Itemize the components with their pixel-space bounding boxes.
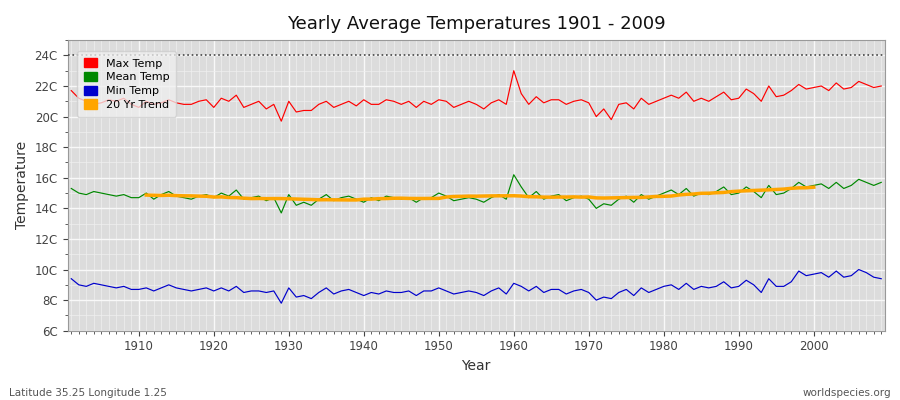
Legend: Max Temp, Mean Temp, Min Temp, 20 Yr Trend: Max Temp, Mean Temp, Min Temp, 20 Yr Tre… [77, 52, 176, 116]
X-axis label: Year: Year [462, 359, 491, 373]
Text: worldspecies.org: worldspecies.org [803, 388, 891, 398]
Title: Yearly Average Temperatures 1901 - 2009: Yearly Average Temperatures 1901 - 2009 [287, 15, 666, 33]
Y-axis label: Temperature: Temperature [15, 141, 29, 230]
Text: Latitude 35.25 Longitude 1.25: Latitude 35.25 Longitude 1.25 [9, 388, 166, 398]
